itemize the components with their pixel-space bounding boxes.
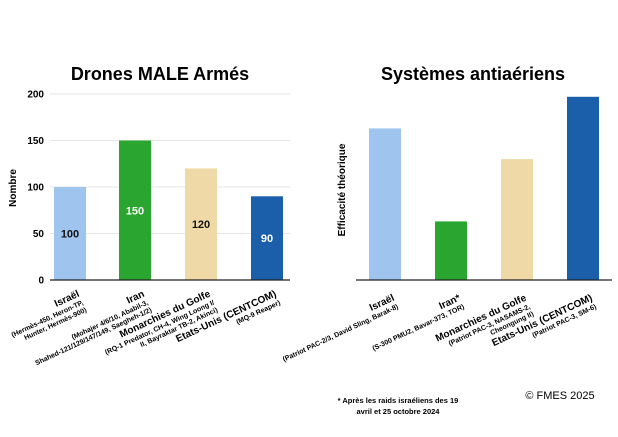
- antiaircraft-bar: [435, 221, 467, 280]
- drones-chart: Drones MALE Armés Nombre 0 50 100 150 200 10…: [8, 64, 290, 368]
- antiaircraft-category-systems: (Patriot PAC-2/3, David Sling, Barak-8): [282, 304, 400, 364]
- drones-data-label: 100: [61, 229, 79, 241]
- drones-y-tick-label: 50: [33, 229, 45, 240]
- drones-bar: [54, 187, 86, 280]
- drones-bar: [119, 140, 151, 280]
- drones-gridlines: [50, 93, 290, 234]
- drones-data-label: 150: [126, 205, 144, 217]
- drones-chart-title: Drones MALE Armés: [71, 64, 249, 84]
- footnote-line-2: avril et 25 octobre 2024: [357, 407, 441, 416]
- antiaircraft-y-axis-label: Efficacité théorique: [337, 143, 348, 236]
- antiaircraft-category-labels: Israël(Patriot PAC-2/3, David Sling, Bar…: [282, 293, 598, 364]
- antiaircraft-chart-title: Systèmes antiaériens: [381, 64, 565, 84]
- drones-data-label: 120: [192, 219, 210, 231]
- drones-bars: 100 150 120 90: [54, 140, 283, 280]
- drones-y-axis-label: Nombre: [8, 169, 19, 207]
- antiaircraft-bar: [501, 159, 533, 280]
- antiaircraft-bar: [567, 96, 599, 280]
- drones-category-labels: Israël(Hermès-450, Heron-TP,Hunter, Herm…: [11, 289, 282, 368]
- drones-y-tick-label: 100: [27, 183, 44, 194]
- drones-y-ticks: 0 50 100 150 200: [27, 90, 44, 287]
- antiaircraft-bar: [369, 128, 401, 280]
- footnote-line-1: * Après les raids israéliens des 19: [338, 396, 459, 405]
- drones-y-tick-label: 200: [27, 90, 44, 101]
- drones-y-tick-label: 0: [38, 276, 44, 287]
- drones-bar: [251, 196, 283, 280]
- drones-y-tick-label: 150: [27, 136, 44, 147]
- drones-data-label: 90: [261, 233, 273, 245]
- drones-bar: [185, 168, 217, 280]
- antiaircraft-category: Israël(Patriot PAC-2/3, David Sling, Bar…: [282, 293, 400, 364]
- antiaircraft-chart: Systèmes antiaériens Efficacité théoriqu…: [282, 64, 612, 364]
- antiaircraft-bars: [369, 96, 599, 280]
- credit-text: © FMES 2025: [525, 390, 594, 402]
